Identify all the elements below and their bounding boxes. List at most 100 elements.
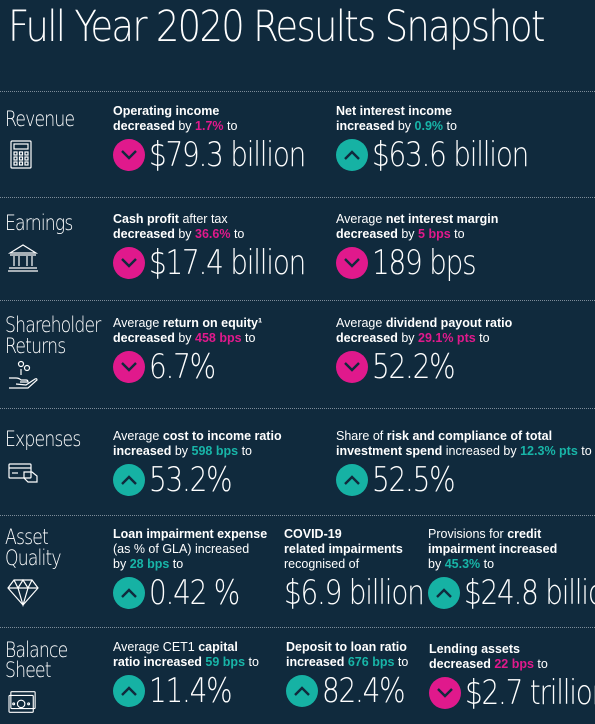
change-value: 45.3% [444,557,481,571]
metric-direction-text: decreased [429,657,491,671]
section-label-asset-quality-line2: Quality [5,546,62,570]
metric-cet1-capital-ratio: Average CET1 capital ratio increased 59 … [113,640,259,711]
metric-direction-text: decreased [113,331,175,345]
metric-lending-assets: Lending assets decreased 22 bps to $2.7 … [429,642,595,711]
metric-label: cost to income ratio [162,429,282,443]
metric-value: 11.4% [149,671,233,711]
section-divider [0,515,595,516]
metric-label: return on equity¹ [162,316,263,330]
metric-label: dividend payout ratio [385,316,513,330]
diamond-icon [6,577,40,608]
metric-value: 52.5% [372,460,456,500]
metric-direction-text: increased [286,655,345,669]
metric-loan-impairment-expense: Loan impairment expense (as % of GLA) in… [113,527,268,613]
metric-label: Cash profit [113,212,179,226]
arrow-down-icon [113,139,145,171]
metric-label: Loan impairment expense [113,527,268,541]
metric-value: $17.4 billion [149,243,306,283]
metric-cash-profit: Cash profit after tax decreased by 36.6%… [113,212,306,283]
section-divider [0,408,595,409]
metric-credit-impairment-provisions: Provisions for credit impairment increas… [428,527,595,611]
arrow-down-icon [429,677,461,709]
section-label-shareholder-returns: Shareholder [5,313,101,337]
arrow-down-icon [336,351,368,383]
metric-value: $6.9 billion [284,573,425,613]
section-label-revenue: Revenue [5,107,75,131]
change-value: 36.6% [195,227,231,241]
change-value: 676 bps [347,655,395,669]
metric-value: $2.7 trillion [465,673,595,713]
change-value: 458 bps [195,331,242,345]
change-value: 598 bps [191,444,239,458]
arrow-up-icon [428,577,460,609]
section-label-expenses: Expenses [5,427,81,451]
arrow-down-icon [336,247,368,279]
section-label-balance-sheet: Balance [5,638,68,662]
metric-value: 53.2% [149,460,233,500]
hand-coins-icon [6,360,40,390]
arrow-down-icon [113,351,145,383]
section-label-shareholder-returns-line2: Returns [5,334,66,358]
metric-value: 189 bps [372,243,477,283]
metric-label-line2: investment spend [336,444,443,458]
metric-direction-text: increased [336,119,395,133]
metric-dividend-payout-ratio: Average dividend payout ratio decreased … [336,316,513,387]
calculator-icon [6,140,40,170]
metric-value: $79.3 billion [149,135,306,175]
metric-label: risk and compliance of total [386,429,553,443]
payment-card-icon [6,458,40,488]
metric-net-interest-income: Net interest income increased by 0.9% to… [336,104,529,175]
arrow-up-icon [113,577,145,609]
section-divider [0,627,595,628]
metric-risk-compliance-spend: Share of risk and compliance of total in… [336,429,592,500]
metric-label: net interest margin [385,212,499,226]
change-value: 22 bps [494,657,534,671]
section-label-earnings: Earnings [5,211,73,235]
section-label-asset-quality: Asset [5,525,49,549]
metric-label: Deposit to loan ratio [286,640,407,654]
change-value: 29.1% pts [418,331,476,345]
page-title: Full Year 2020 Results Snapshot [8,2,545,52]
arrow-up-icon [113,675,145,707]
metric-label: COVID-19 [284,527,342,541]
change-value: 1.7% [195,119,224,133]
arrow-up-icon [286,675,318,707]
change-value: 0.9% [414,119,444,133]
metric-label-line2: related impairments [284,542,403,556]
metric-value: 52.2% [372,347,456,387]
section-divider [0,197,595,198]
section-divider [0,300,595,301]
metric-direction-text: decreased [336,227,398,241]
metric-label: Lending assets [429,642,520,656]
metric-net-interest-margin: Average net interest margin decreased by… [336,212,499,283]
metric-operating-income: Operating income decreased by 1.7% to $7… [113,104,306,175]
arrow-down-icon [113,247,145,279]
metric-direction-text: decreased [336,331,398,345]
section-label-balance-sheet-line2: Sheet [5,658,52,682]
metric-value: $63.6 billion [372,135,529,175]
metric-label: Net interest income [336,104,453,118]
change-value: 59 bps [205,655,246,669]
metric-direction-text: increased [113,444,172,458]
metric-cost-to-income-ratio: Average cost to income ratio increased b… [113,429,282,500]
metric-direction-text: decreased [113,227,175,241]
metric-value: $24.8 billion [464,573,595,613]
change-value: 12.3% pts [520,444,578,458]
metric-value: 0.42 % [149,573,240,613]
metric-label: Operating income [113,104,220,118]
metric-label-line2: impairment increased [428,542,558,556]
section-divider [0,91,595,92]
metric-direction-text: ratio increased [113,655,202,669]
bank-building-icon [6,243,40,273]
metric-label: credit [507,527,542,541]
metric-covid-impairments: COVID-19 related impairments recognised … [284,527,425,613]
metric-value: 82.4% [322,671,406,711]
cash-note-icon [6,688,40,716]
change-value: 5 bps [418,227,451,241]
metric-return-on-equity: Average return on equity¹ decreased by 4… [113,316,263,387]
arrow-up-icon [336,464,368,496]
metric-label: capital [198,640,238,654]
metric-direction-text: decreased [113,119,175,133]
arrow-up-icon [113,464,145,496]
arrow-up-icon [336,139,368,171]
